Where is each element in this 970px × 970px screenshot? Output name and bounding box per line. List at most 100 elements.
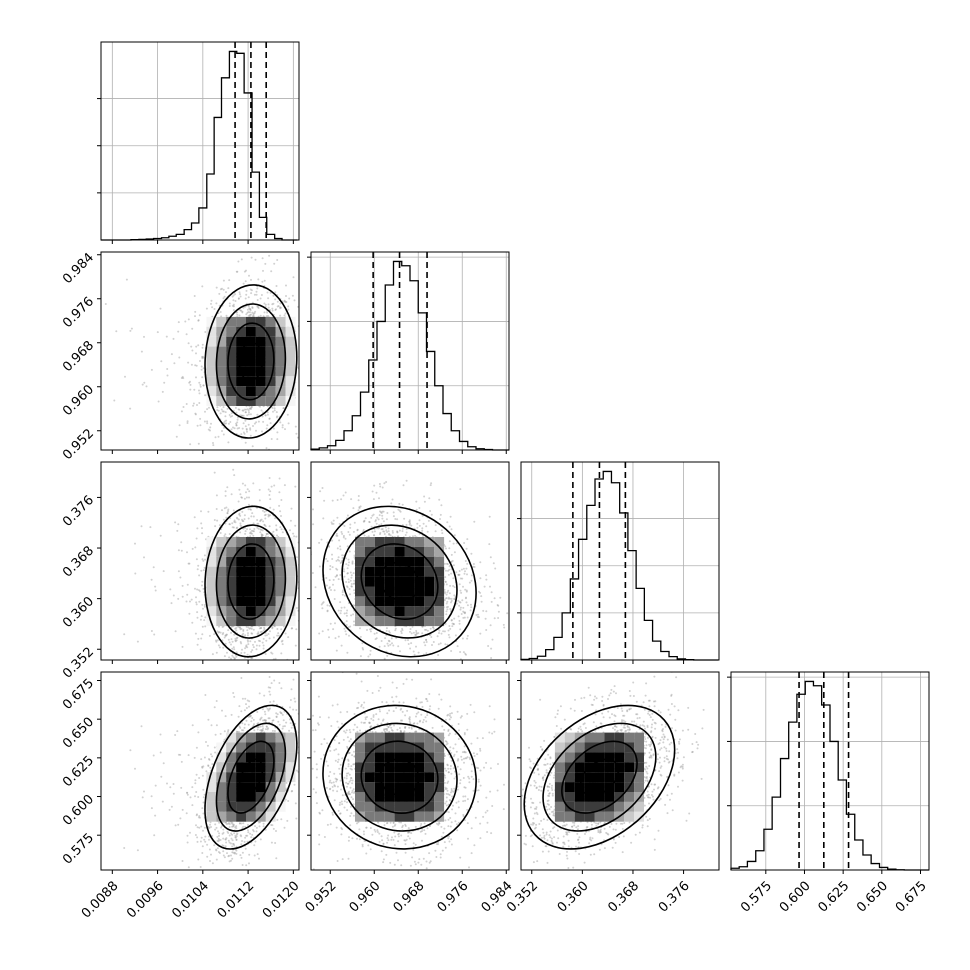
scatter-point xyxy=(268,254,271,257)
scatter-point xyxy=(380,528,383,531)
scatter-point xyxy=(260,626,263,629)
scatter-point xyxy=(250,650,253,653)
scatter-point xyxy=(262,520,265,523)
scatter-point xyxy=(377,527,380,530)
scatter-point xyxy=(284,632,287,635)
scatter-point xyxy=(249,434,252,437)
scatter-point xyxy=(260,630,263,633)
scatter-point xyxy=(150,630,153,632)
density-cell xyxy=(206,376,217,387)
scatter-point xyxy=(198,381,201,384)
scatter-point xyxy=(275,662,277,664)
scatter-point xyxy=(314,366,316,368)
scatter-point xyxy=(203,605,206,608)
scatter-point xyxy=(379,533,381,536)
scatter-point xyxy=(178,356,181,359)
scatter-point xyxy=(242,527,245,530)
scatter-point xyxy=(463,612,466,615)
scatter-point xyxy=(466,637,469,640)
scatter-point xyxy=(252,666,254,668)
scatter-point xyxy=(271,626,274,629)
scatter-point xyxy=(497,610,500,613)
scatter-point xyxy=(246,408,249,411)
scatter-point xyxy=(267,633,270,635)
scatter-point xyxy=(233,474,236,477)
scatter-point xyxy=(201,580,204,583)
scatter-point xyxy=(453,534,456,537)
scatter-point xyxy=(262,315,265,318)
scatter-point xyxy=(254,640,256,643)
scatter-point xyxy=(268,525,271,528)
scatter-point xyxy=(223,535,226,537)
scatter-point xyxy=(381,517,384,520)
density-cell xyxy=(246,556,256,567)
scatter-point xyxy=(278,504,281,507)
scatter-point xyxy=(374,638,377,641)
density-cell xyxy=(226,576,237,587)
density-cell xyxy=(206,537,217,547)
scatter-point xyxy=(409,630,411,633)
scatter-point xyxy=(485,610,488,613)
scatter-point xyxy=(225,422,228,425)
scatter-point xyxy=(464,570,466,573)
scatter-point xyxy=(241,518,243,521)
scatter-point xyxy=(245,293,248,296)
scatter-point xyxy=(401,503,404,506)
scatter-point xyxy=(347,578,350,581)
scatter-point xyxy=(186,593,189,596)
scatter-point xyxy=(303,598,305,600)
scatter-point xyxy=(235,639,238,642)
scatter-point xyxy=(248,274,250,277)
scatter-point xyxy=(246,639,249,642)
scatter-point xyxy=(234,627,237,630)
density-cell xyxy=(216,336,227,347)
scatter-point xyxy=(263,626,266,629)
scatter-point xyxy=(196,616,199,619)
scatter-point xyxy=(299,539,301,541)
scatter-point xyxy=(269,291,272,294)
scatter-point xyxy=(444,581,447,583)
scatter-point xyxy=(390,637,393,640)
scatter-point xyxy=(260,535,263,538)
scatter-point xyxy=(355,662,357,664)
scatter-point xyxy=(221,639,224,642)
density-cell xyxy=(216,316,227,327)
scatter-point xyxy=(306,377,308,379)
scatter-point xyxy=(343,627,346,630)
scatter-point xyxy=(201,355,204,358)
scatter-point xyxy=(259,314,262,317)
scatter-point xyxy=(325,577,328,579)
scatter-point xyxy=(482,609,485,612)
scatter-point xyxy=(222,632,225,634)
scatter-point xyxy=(345,620,348,623)
scatter-point xyxy=(415,632,418,635)
scatter-point xyxy=(255,421,258,424)
scatter-point xyxy=(470,603,472,606)
scatter-point xyxy=(490,591,493,594)
density-cell xyxy=(216,346,227,357)
scatter-point xyxy=(350,576,353,579)
scatter-point xyxy=(462,606,465,609)
density-cell xyxy=(275,356,286,367)
scatter-point xyxy=(289,519,292,522)
scatter-point xyxy=(88,372,90,374)
histogram-step xyxy=(101,50,298,241)
density-cell xyxy=(255,386,266,397)
scatter-point xyxy=(405,676,407,678)
scatter-point xyxy=(251,307,254,309)
density-cell xyxy=(275,366,286,377)
scatter-point xyxy=(455,542,458,545)
density-cell xyxy=(265,386,276,397)
scatter-point xyxy=(258,644,261,647)
scatter-point xyxy=(276,634,279,637)
scatter-point xyxy=(353,589,356,592)
scatter-point xyxy=(305,562,307,564)
scatter-point xyxy=(229,663,231,665)
density-cell xyxy=(285,616,296,627)
scatter-point xyxy=(448,568,451,571)
scatter-point xyxy=(214,436,217,439)
scatter-point xyxy=(230,664,232,666)
scatter-point xyxy=(464,652,467,655)
scatter-point xyxy=(259,297,262,300)
scatter-point xyxy=(374,520,377,523)
